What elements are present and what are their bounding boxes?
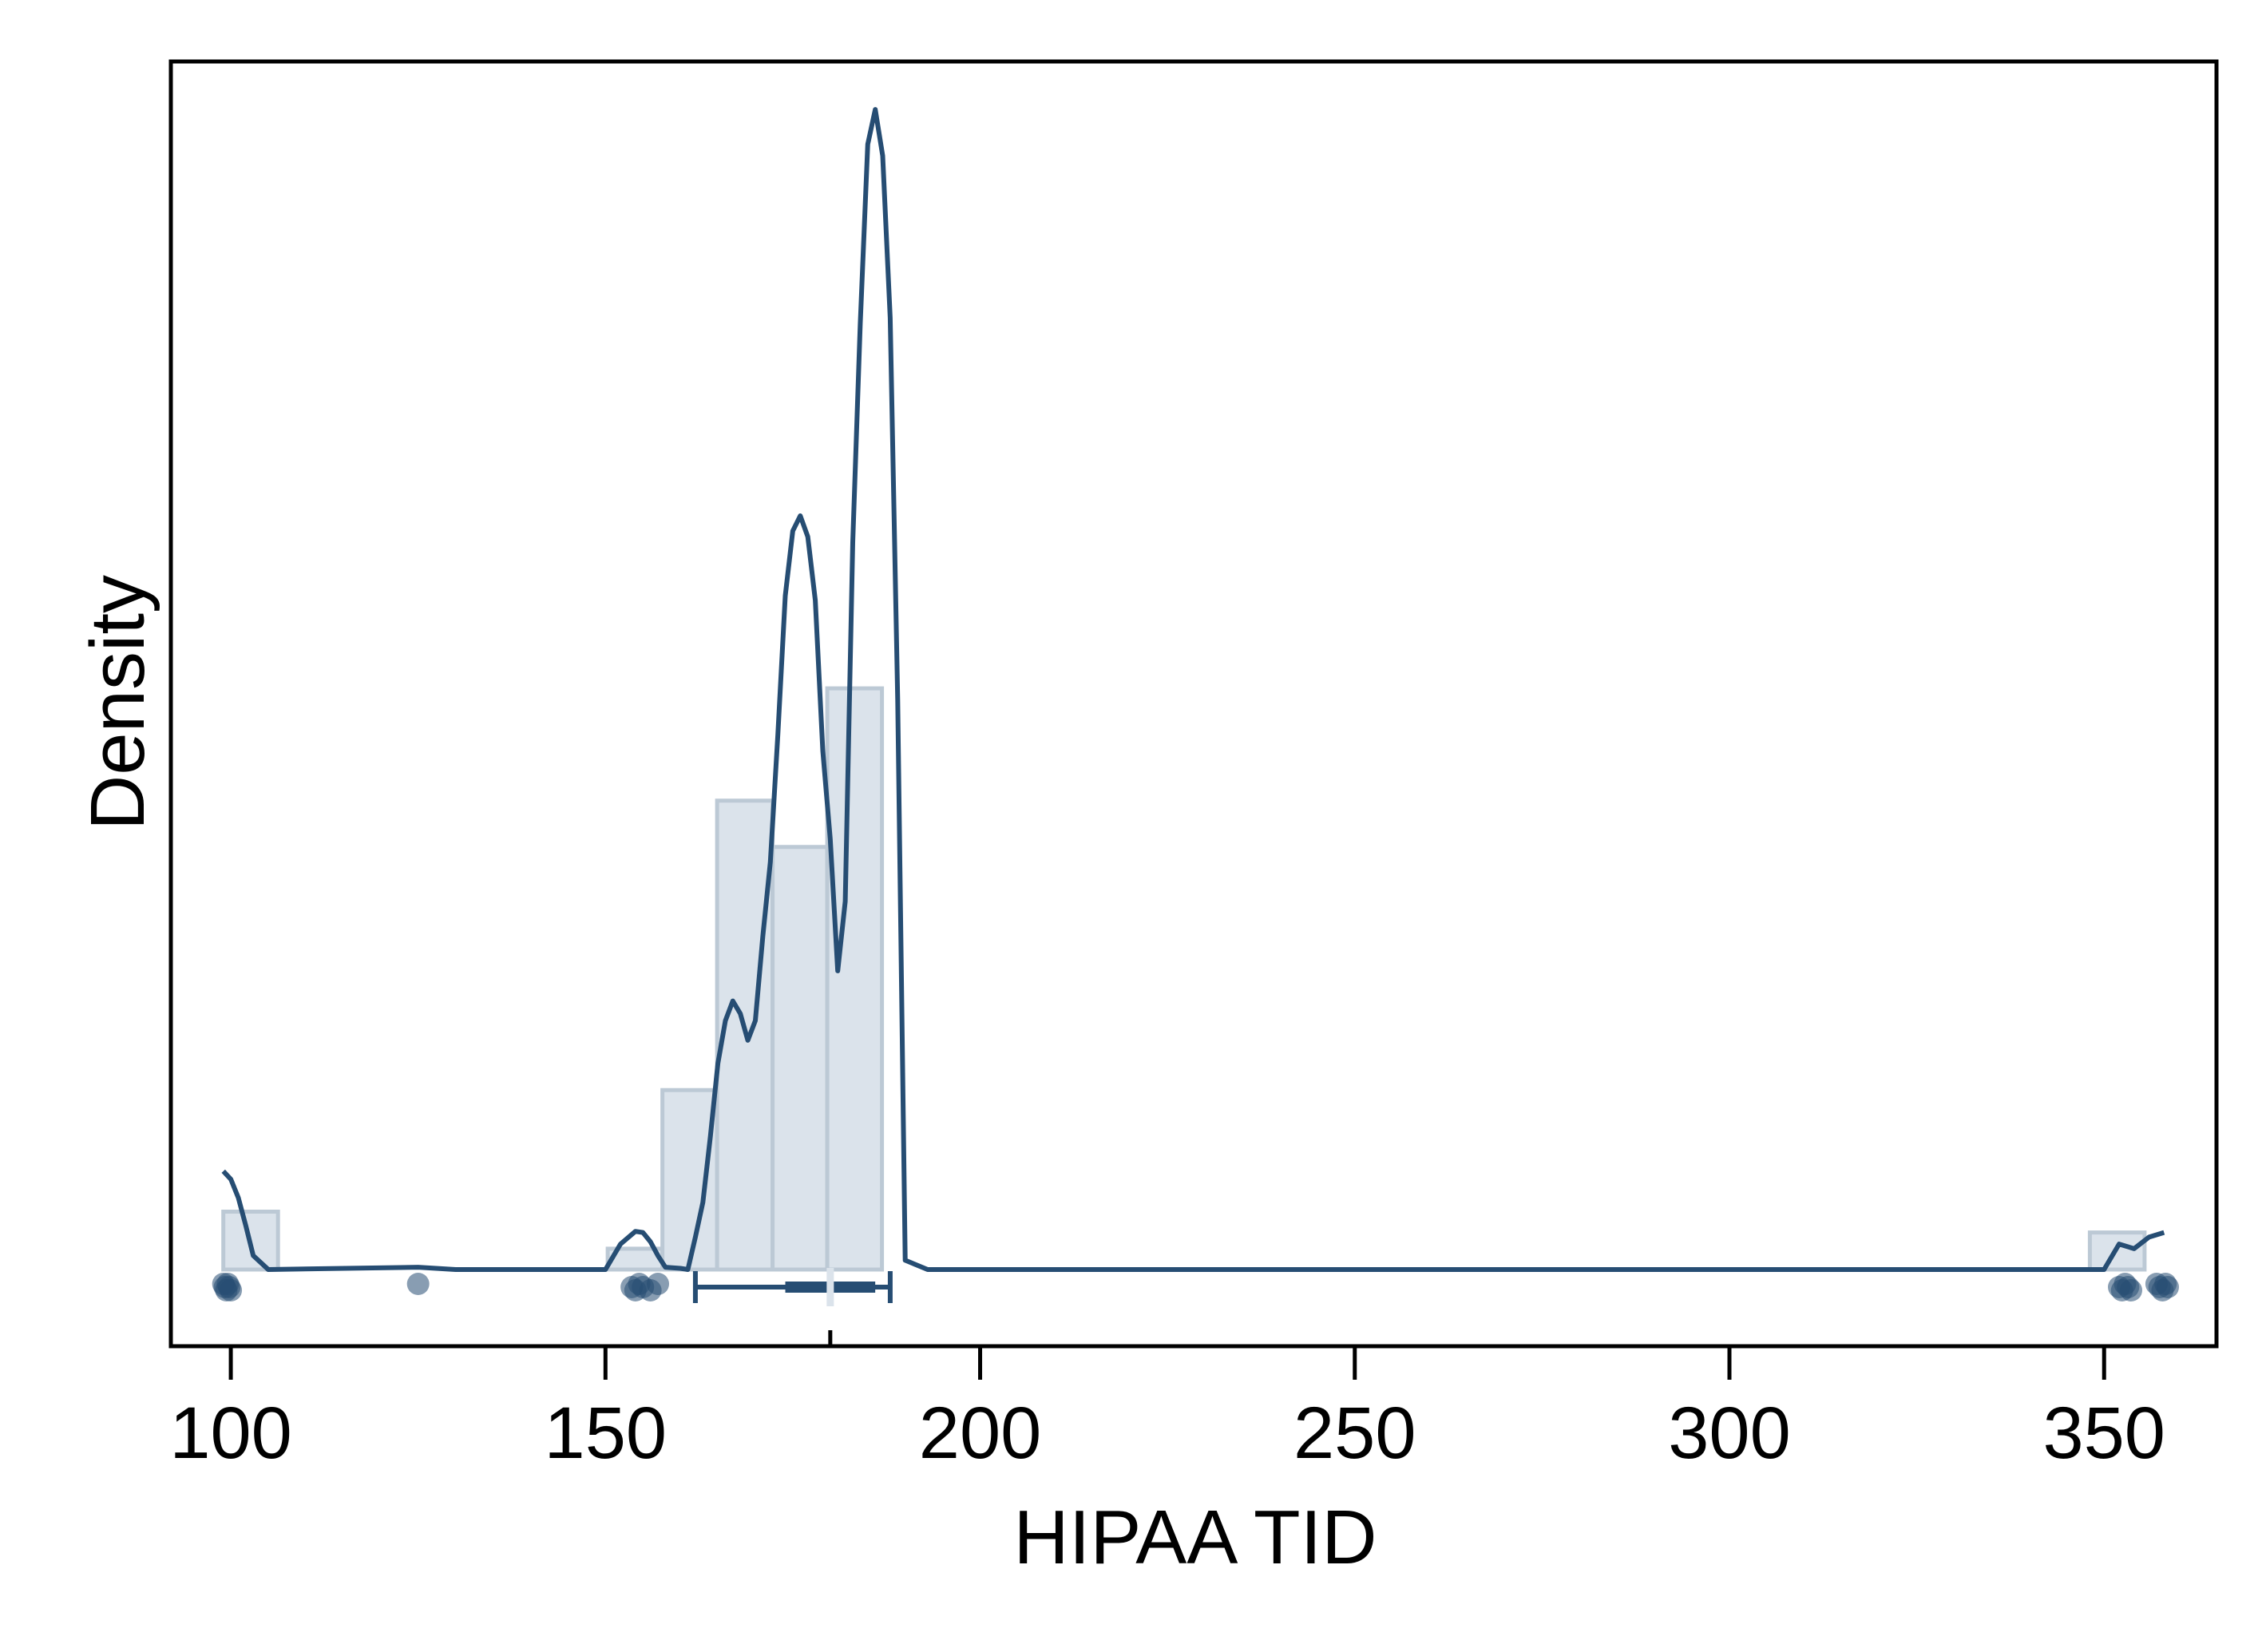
plot-area [168,59,2219,1349]
x-tick-label: 250 [1293,1393,1416,1474]
rug-points [212,1273,2179,1301]
x-tick-label: 350 [2042,1393,2165,1474]
density-curve-layer [221,107,2165,1272]
histogram-bars [221,686,2147,1272]
y-axis-label: Density [75,575,160,830]
x-tick-label: 300 [1668,1393,1791,1474]
histogram-bar [660,1087,719,1272]
histogram-bar [771,845,830,1272]
rug-point [220,1279,243,1301]
x-tick-label: 100 [169,1393,292,1474]
boxplot [692,1268,893,1306]
x-tick-label: 150 [545,1393,668,1474]
density-curve [221,107,2165,1272]
x-axis-label: HIPAA TID [1013,1495,1377,1580]
x-axis: 100 150 200 250 300 350 [169,1330,2165,1474]
rug-point [2157,1276,2179,1298]
rug-point [406,1273,430,1295]
rug-point [2120,1279,2143,1301]
histogram-bar [825,686,885,1272]
histogram-bar [221,1210,280,1272]
rug-point [647,1273,669,1295]
x-tick-label: 200 [919,1393,1042,1474]
